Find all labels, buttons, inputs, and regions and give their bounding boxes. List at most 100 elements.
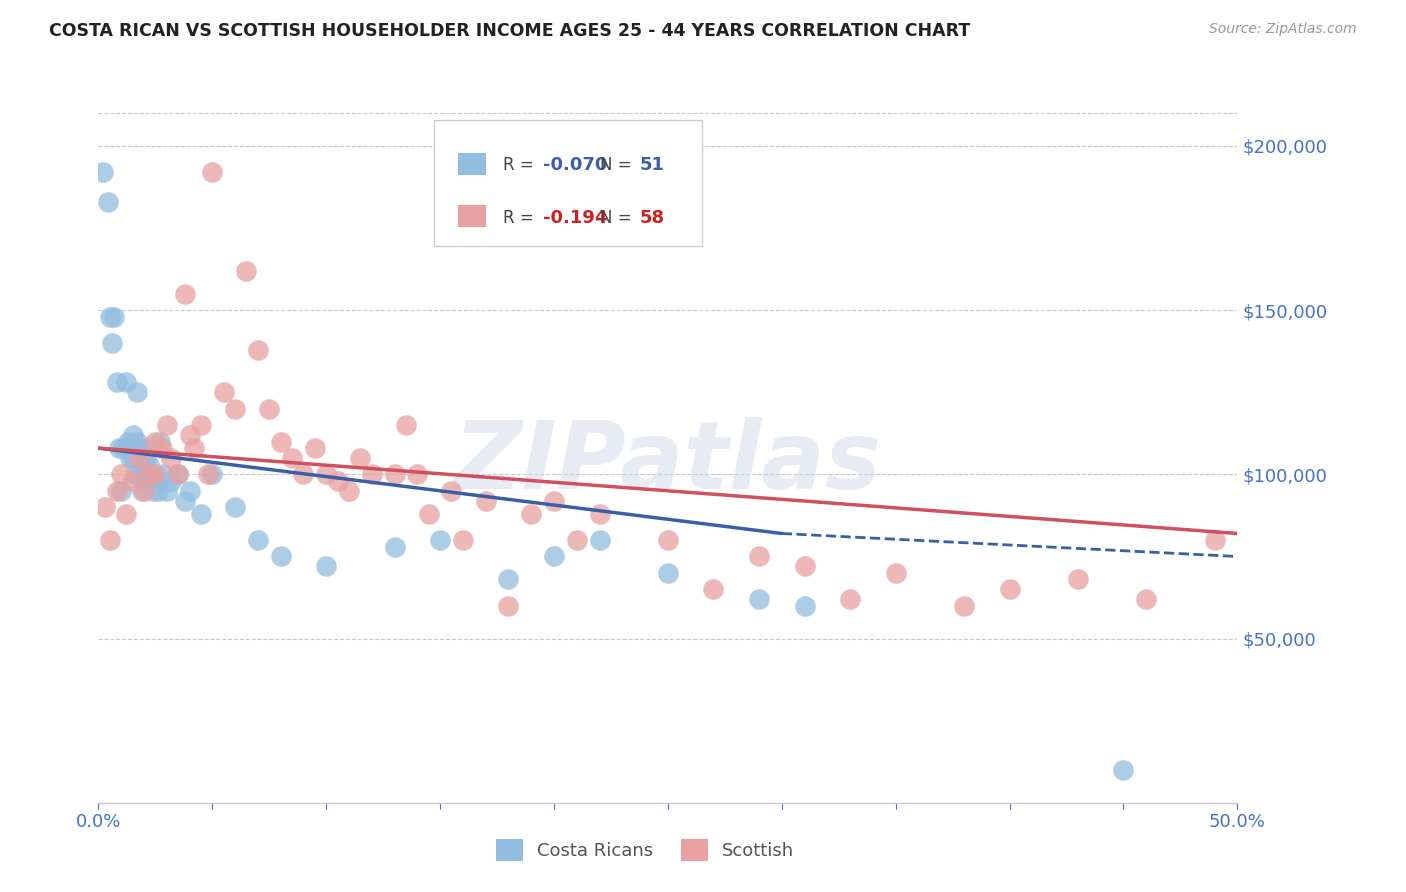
Point [657,566,679,580]
Point [124,467,146,482]
Point [128,467,150,482]
Text: COSTA RICAN VS SCOTTISH HOUSEHOLDER INCOME AGES 25 - 44 YEARS CORRELATION CHART: COSTA RICAN VS SCOTTISH HOUSEHOLDER INCO… [49,22,970,40]
Point [127,434,149,449]
Point [588,533,610,547]
Point [138,474,160,488]
Point [114,507,136,521]
Text: Source: ZipAtlas.com: Source: ZipAtlas.com [1209,22,1357,37]
Text: -0.194: -0.194 [543,209,607,227]
Text: 58: 58 [640,209,665,227]
Point [315,559,337,574]
Point [167,467,190,482]
Point [395,418,418,433]
Point [702,582,724,597]
Point [98,533,121,547]
Point [224,401,246,416]
Point [145,467,167,482]
Point [1067,573,1090,587]
Point [110,467,132,482]
Point [190,507,212,521]
Point [150,441,173,455]
Point [121,474,143,488]
FancyBboxPatch shape [458,153,485,175]
Point [96,194,118,209]
Point [793,559,815,574]
Point [246,343,269,357]
Point [117,434,139,449]
Point [259,401,281,416]
Point [138,467,160,482]
Point [98,310,121,324]
Point [212,385,235,400]
FancyBboxPatch shape [458,205,485,227]
Point [498,573,520,587]
Point [246,533,269,547]
Point [138,458,160,472]
Point [326,474,349,488]
Point [281,450,304,465]
Point [156,418,179,433]
Point [201,165,224,179]
Point [543,493,565,508]
Point [132,483,155,498]
Point [406,467,429,482]
Point [101,336,124,351]
Point [839,592,862,607]
Point [150,467,173,482]
Point [657,533,679,547]
Point [224,500,246,515]
Point [201,467,224,482]
Point [183,441,205,455]
Point [94,500,117,515]
Point [197,467,219,482]
Point [349,450,371,465]
Point [132,467,155,482]
Text: R =: R = [503,209,538,227]
Point [498,599,520,613]
Point [167,467,190,482]
Point [135,450,157,465]
Text: N =: N = [599,209,637,227]
Point [304,441,326,455]
Point [292,467,315,482]
Point [110,483,132,498]
Point [440,483,463,498]
Point [179,483,201,498]
Point [451,533,474,547]
Point [139,467,162,482]
Text: ZIPatlas: ZIPatlas [454,417,882,509]
Point [884,566,907,580]
Point [520,507,543,521]
Text: -0.070: -0.070 [543,156,607,174]
Point [105,483,128,498]
Point [474,493,496,508]
Point [112,441,135,455]
Point [235,264,257,278]
Point [1135,592,1157,607]
Point [146,483,169,498]
Point [114,376,136,390]
Point [179,428,201,442]
Point [543,549,565,564]
Point [127,385,149,400]
Point [315,467,337,482]
Point [360,467,382,482]
Point [748,592,770,607]
Legend: Costa Ricans, Scottish: Costa Ricans, Scottish [489,831,801,868]
Point [121,450,143,465]
Point [270,549,292,564]
Point [121,428,143,442]
Point [160,474,183,488]
Point [793,599,815,613]
Point [131,483,153,498]
Point [174,286,197,301]
Point [270,434,292,449]
Point [190,418,212,433]
Point [149,434,172,449]
Point [998,582,1021,597]
Point [142,483,165,498]
Point [103,310,125,324]
Point [1112,763,1135,777]
Point [174,493,197,508]
Point [429,533,451,547]
